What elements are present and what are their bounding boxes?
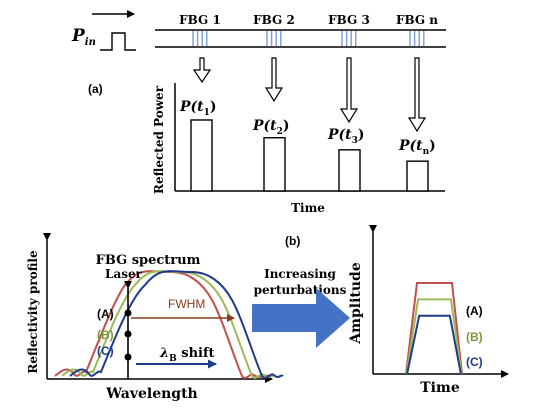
reflection-label-n: P(tn): [398, 138, 436, 157]
fbg-label-1: FBG 1: [179, 13, 221, 27]
panel-a-label: (a): [88, 82, 103, 96]
amplitude-time-label: Time: [420, 380, 460, 396]
amplitude-pulse-c: [406, 314, 462, 375]
fbg-spectrum-title: FBG spectrum: [96, 253, 201, 268]
amplitude-legend-c: (C): [466, 355, 483, 369]
arrow-text-line-2: perturbations: [254, 283, 347, 297]
reflection-arrow-1: [192, 57, 212, 84]
fbg-label-n: FBG n: [396, 13, 438, 27]
power-bar-1: [190, 119, 213, 192]
wavelength-x-label: Wavelength: [105, 386, 197, 402]
reflection-arrow-n: [407, 57, 427, 133]
perturbation-arrow: [252, 288, 350, 348]
reflection-arrow-2: [264, 57, 284, 103]
point-label-a: (A): [97, 307, 114, 321]
reflection-label-2: P(t2): [252, 118, 290, 137]
power-bar-4: [406, 160, 429, 192]
spectrum-curve-c: [69, 270, 284, 379]
amplitude-y-label: Amplitude: [348, 262, 364, 345]
reflection-label-3: P(t3): [327, 127, 365, 146]
laser-label: Laser: [105, 267, 143, 281]
fwhm-label: FWHM: [168, 297, 205, 311]
amplitude-pulse-a: [405, 282, 463, 375]
fbg-label-3: FBG 3: [328, 13, 370, 27]
power-bar-2: [263, 137, 286, 192]
amplitude-legend-b: (B): [466, 330, 483, 344]
arrow-text-line-1: Increasing: [264, 267, 336, 281]
reflection-label-1: P(t1): [179, 99, 217, 118]
reflectivity-y-label: Reflectivity profile: [26, 250, 40, 374]
power-bar-3: [338, 149, 361, 192]
grating-marks: [192, 31, 425, 46]
reflection-arrows: [192, 57, 427, 133]
reflected-power-y-label: Reflected Power: [152, 85, 166, 194]
spectrum-curve-a: [54, 270, 271, 379]
operating-point-b: [124, 330, 132, 338]
amplitude-legend-a: (A): [466, 304, 483, 318]
fbg-label-2: FBG 2: [253, 13, 295, 27]
operating-point-a: [124, 309, 132, 317]
panel-b: (b) Reflectivity profile Wavelength FBG …: [26, 225, 509, 402]
amplitude-pulse-b: [405, 298, 463, 375]
amplitude-pulses: [405, 282, 463, 375]
reflection-arrow-3: [339, 57, 359, 124]
point-label-c: (C): [97, 344, 114, 358]
operating-point-c: [124, 353, 132, 361]
input-pulse: [100, 32, 136, 51]
time-x-label: Time: [291, 201, 325, 215]
panel-b-label: (b): [285, 234, 300, 248]
reflected-power-bars: [190, 119, 429, 192]
point-label-b: (B): [97, 328, 114, 342]
input-pulse-label: Pin: [71, 26, 96, 48]
bragg-shift-label: λB shift: [159, 346, 215, 364]
panel-a: Pin FBG 1 FBG 2 FBG 3 FBG n P(t1) P(t2) …: [71, 10, 446, 215]
